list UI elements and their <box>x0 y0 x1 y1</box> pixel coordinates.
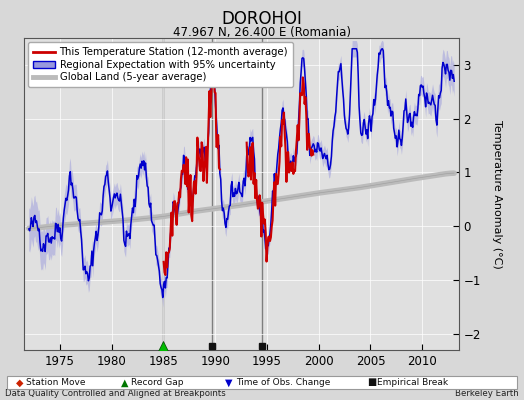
Text: ▲: ▲ <box>121 378 128 387</box>
Text: ■: ■ <box>367 378 376 387</box>
Y-axis label: Temperature Anomaly (°C): Temperature Anomaly (°C) <box>492 120 501 268</box>
Text: 47.967 N, 26.400 E (Romania): 47.967 N, 26.400 E (Romania) <box>173 26 351 39</box>
Text: Data Quality Controlled and Aligned at Breakpoints: Data Quality Controlled and Aligned at B… <box>5 389 226 398</box>
Text: Empirical Break: Empirical Break <box>377 378 449 387</box>
Legend: This Temperature Station (12-month average), Regional Expectation with 95% uncer: This Temperature Station (12-month avera… <box>28 42 293 87</box>
Text: ▼: ▼ <box>225 378 233 387</box>
Text: DOROHOI: DOROHOI <box>222 10 302 28</box>
Text: Record Gap: Record Gap <box>131 378 183 387</box>
Text: Berkeley Earth: Berkeley Earth <box>455 389 519 398</box>
Text: Time of Obs. Change: Time of Obs. Change <box>236 378 330 387</box>
Text: Station Move: Station Move <box>26 378 86 387</box>
Text: ◆: ◆ <box>16 378 23 387</box>
